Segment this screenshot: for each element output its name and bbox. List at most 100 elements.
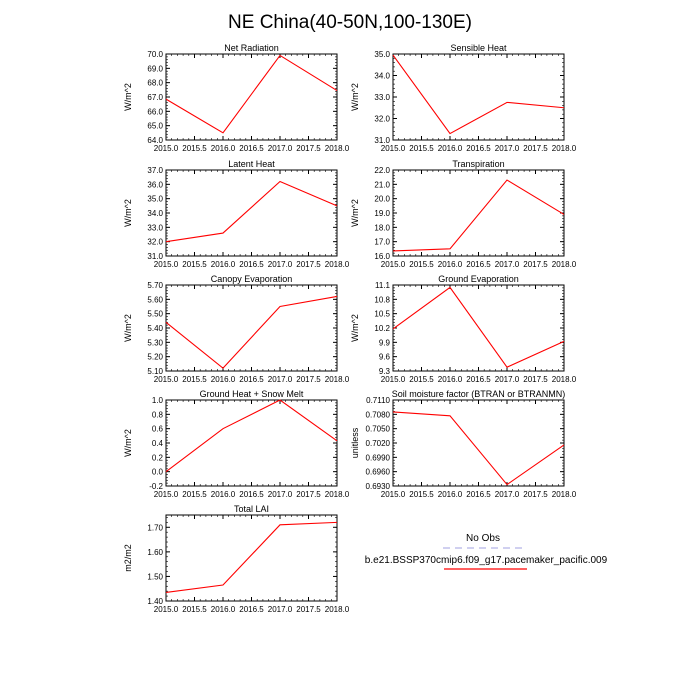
chart-ground-evaporation-xtick-label: 2015.0 bbox=[381, 375, 406, 384]
chart-ground-heat-snow-melt-ytick-label: 0.6 bbox=[152, 425, 164, 434]
chart-ground-evaporation-xtick-label: 2015.5 bbox=[409, 375, 434, 384]
chart-sensible-heat-ytick-label: 32.0 bbox=[374, 115, 390, 124]
chart-ground-heat-snow-melt-ytick-label: 0.4 bbox=[152, 439, 164, 448]
chart-total-lai-title: Total LAI bbox=[234, 504, 269, 514]
chart-sensible-heat-series-line bbox=[392, 54, 565, 135]
figure-title: NE China(40-50N,100-130E) bbox=[228, 12, 472, 33]
chart-canopy-evaporation-series-line bbox=[165, 295, 338, 369]
chart-canopy-evaporation-ytick-label: 5.40 bbox=[147, 324, 163, 333]
chart-latent-heat-title: Latent Heat bbox=[228, 159, 275, 169]
chart-sensible-heat: Sensible Heat W/m^2 2015.0 2015.5 2016.0 2016… bbox=[350, 43, 577, 153]
chart-transpiration-xtick-label: 2017.5 bbox=[523, 260, 548, 269]
chart-transpiration-xtick-label: 2016.5 bbox=[466, 260, 491, 269]
chart-total-lai-xtick-label: 2018.0 bbox=[325, 605, 350, 614]
chart-transpiration-ytick-label: 21.0 bbox=[374, 180, 390, 189]
chart-latent-heat-xtick-label: 2017.0 bbox=[268, 260, 293, 269]
chart-net-radiation-xtick-label: 2017.5 bbox=[296, 144, 321, 153]
chart-sensible-heat-ytick-label: 35.0 bbox=[374, 50, 390, 59]
chart-ground-evaporation-xtick-label: 2017.5 bbox=[523, 375, 548, 384]
chart-ground-evaporation-xtick-label: 2016.0 bbox=[438, 375, 463, 384]
chart-latent-heat-xtick-label: 2015.5 bbox=[182, 260, 207, 269]
chart-soil-moisture-factor-btran-or-btranmn-ytick-label: 0.7020 bbox=[366, 439, 391, 448]
chart-net-radiation-frame bbox=[165, 53, 338, 141]
chart-soil-moisture-factor-btran-or-btranmn-series-line bbox=[392, 411, 565, 486]
chart-net-radiation-ytick-label: 66.0 bbox=[147, 107, 163, 116]
chart-ground-heat-snow-melt-xtick-label: 2016.5 bbox=[239, 490, 264, 499]
chart-canopy-evaporation-ylabel: W/m^2 bbox=[123, 314, 133, 342]
chart-sensible-heat-ylabel: W/m^2 bbox=[350, 83, 360, 111]
chart-canopy-evaporation-frame bbox=[165, 284, 338, 372]
chart-soil-moisture-factor-btran-or-btranmn-xtick-label: 2017.5 bbox=[523, 490, 548, 499]
chart-latent-heat-ytick-label: 36.0 bbox=[147, 180, 163, 189]
chart-ground-evaporation: Ground Evaporation W/m^2 2015.0 2015.5 2016.… bbox=[350, 274, 577, 384]
chart-soil-moisture-factor-btran-or-btranmn-xtick-label: 2015.5 bbox=[409, 490, 434, 499]
chart-transpiration-frame bbox=[392, 169, 565, 257]
chart-net-radiation-xtick-label: 2016.0 bbox=[211, 144, 236, 153]
chart-ground-evaporation-ytick-label: 9.6 bbox=[379, 353, 391, 362]
chart-total-lai-ytick-label: 1.60 bbox=[147, 548, 163, 557]
chart-ground-heat-snow-melt: Ground Heat + Snow Melt W/m^2 2015.0 2015.5… bbox=[123, 389, 350, 499]
chart-canopy-evaporation-xtick-label: 2015.5 bbox=[182, 375, 207, 384]
chart-sensible-heat-xtick-label: 2015.5 bbox=[409, 144, 434, 153]
chart-soil-moisture-factor-btran-or-btranmn-ytick-label: 0.7110 bbox=[366, 396, 390, 405]
chart-latent-heat: Latent Heat W/m^2 2015.0 2015.5 2016.0 2016.5… bbox=[123, 159, 350, 269]
chart-canopy-evaporation: Canopy Evaporation W/m^2 2015.0 2015.5 2016.… bbox=[123, 274, 350, 384]
chart-canopy-evaporation-xtick-label: 2017.5 bbox=[296, 375, 321, 384]
chart-transpiration-ylabel: W/m^2 bbox=[350, 199, 360, 227]
chart-ground-heat-snow-melt-xtick-label: 2017.5 bbox=[296, 490, 321, 499]
chart-total-lai-ytick-label: 1.50 bbox=[147, 572, 163, 581]
chart-canopy-evaporation-title: Canopy Evaporation bbox=[211, 274, 293, 284]
chart-sensible-heat-frame bbox=[392, 53, 565, 141]
legend: No Obs b.e21.BSSP370cmip6.f09_g17.pacema… bbox=[365, 533, 608, 570]
chart-soil-moisture-factor-btran-or-btranmn-xtick-label: 2017.0 bbox=[495, 490, 520, 499]
chart-ground-evaporation-ytick-label: 10.2 bbox=[374, 324, 390, 333]
chart-soil-moisture-factor-btran-or-btranmn-xtick-label: 2016.0 bbox=[438, 490, 463, 499]
chart-net-radiation-ytick-label: 70.0 bbox=[147, 50, 163, 59]
chart-ground-evaporation-ytick-label: 9.9 bbox=[379, 338, 391, 347]
chart-total-lai-xtick-label: 2015.0 bbox=[154, 605, 179, 614]
chart-sensible-heat-xtick-label: 2017.5 bbox=[523, 144, 548, 153]
chart-transpiration-xtick-label: 2018.0 bbox=[552, 260, 577, 269]
chart-net-radiation-ytick-label: 67.0 bbox=[147, 93, 163, 102]
chart-transpiration-ytick-label: 19.0 bbox=[374, 209, 390, 218]
chart-net-radiation-xtick-label: 2015.5 bbox=[182, 144, 207, 153]
chart-latent-heat-xtick-label: 2017.5 bbox=[296, 260, 321, 269]
chart-ground-heat-snow-melt-xtick-label: 2017.0 bbox=[268, 490, 293, 499]
chart-ground-heat-snow-melt-xtick-label: 2016.0 bbox=[211, 490, 236, 499]
chart-latent-heat-ylabel: W/m^2 bbox=[123, 199, 133, 227]
chart-soil-moisture-factor-btran-or-btranmn-ytick-label: 0.6960 bbox=[366, 468, 391, 477]
chart-soil-moisture-factor-btran-or-btranmn-ytick-label: 0.6930 bbox=[366, 482, 391, 491]
chart-total-lai-xtick-label: 2016.5 bbox=[239, 605, 264, 614]
chart-net-radiation-ytick-label: 69.0 bbox=[147, 64, 163, 73]
chart-ground-heat-snow-melt-ytick-label: -0.2 bbox=[149, 482, 163, 491]
chart-ground-evaporation-ytick-label: 11.1 bbox=[375, 281, 391, 290]
chart-net-radiation-xtick-label: 2016.5 bbox=[239, 144, 264, 153]
chart-ground-heat-snow-melt-xtick-label: 2015.5 bbox=[182, 490, 207, 499]
chart-sensible-heat-ytick-label: 31.0 bbox=[374, 136, 390, 145]
chart-latent-heat-xtick-label: 2016.5 bbox=[239, 260, 264, 269]
chart-latent-heat-xtick-label: 2016.0 bbox=[211, 260, 236, 269]
chart-ground-evaporation-title: Ground Evaporation bbox=[438, 274, 519, 284]
chart-total-lai-series-line bbox=[165, 521, 338, 593]
chart-canopy-evaporation-ytick-label: 5.50 bbox=[147, 310, 163, 319]
chart-soil-moisture-factor-btran-or-btranmn-ytick-label: 0.6990 bbox=[366, 453, 391, 462]
chart-net-radiation-ytick-label: 65.0 bbox=[147, 122, 163, 131]
chart-sensible-heat-xtick-label: 2015.0 bbox=[381, 144, 406, 153]
chart-soil-moisture-factor-btran-or-btranmn: Soil moisture factor (BTRAN or BTRANMN) u… bbox=[350, 389, 577, 499]
chart-latent-heat-xtick-label: 2015.0 bbox=[154, 260, 179, 269]
chart-latent-heat-ytick-label: 32.0 bbox=[147, 238, 163, 247]
chart-canopy-evaporation-xtick-label: 2018.0 bbox=[325, 375, 350, 384]
chart-sensible-heat-xtick-label: 2016.0 bbox=[438, 144, 463, 153]
chart-sensible-heat-xtick-label: 2017.0 bbox=[495, 144, 520, 153]
chart-canopy-evaporation-ytick-label: 5.60 bbox=[147, 295, 163, 304]
chart-ground-evaporation-xtick-label: 2017.0 bbox=[495, 375, 520, 384]
chart-total-lai-xtick-label: 2017.0 bbox=[268, 605, 293, 614]
chart-net-radiation-title: Net Radiation bbox=[224, 43, 279, 53]
chart-transpiration-xtick-label: 2016.0 bbox=[438, 260, 463, 269]
chart-sensible-heat-ytick-label: 33.0 bbox=[374, 93, 390, 102]
chart-transpiration-xtick-label: 2017.0 bbox=[495, 260, 520, 269]
chart-soil-moisture-factor-btran-or-btranmn-frame bbox=[392, 399, 565, 487]
chart-latent-heat-ytick-label: 35.0 bbox=[147, 195, 163, 204]
chart-canopy-evaporation-ytick-label: 5.30 bbox=[147, 338, 163, 347]
chart-transpiration-series-line bbox=[392, 179, 565, 252]
